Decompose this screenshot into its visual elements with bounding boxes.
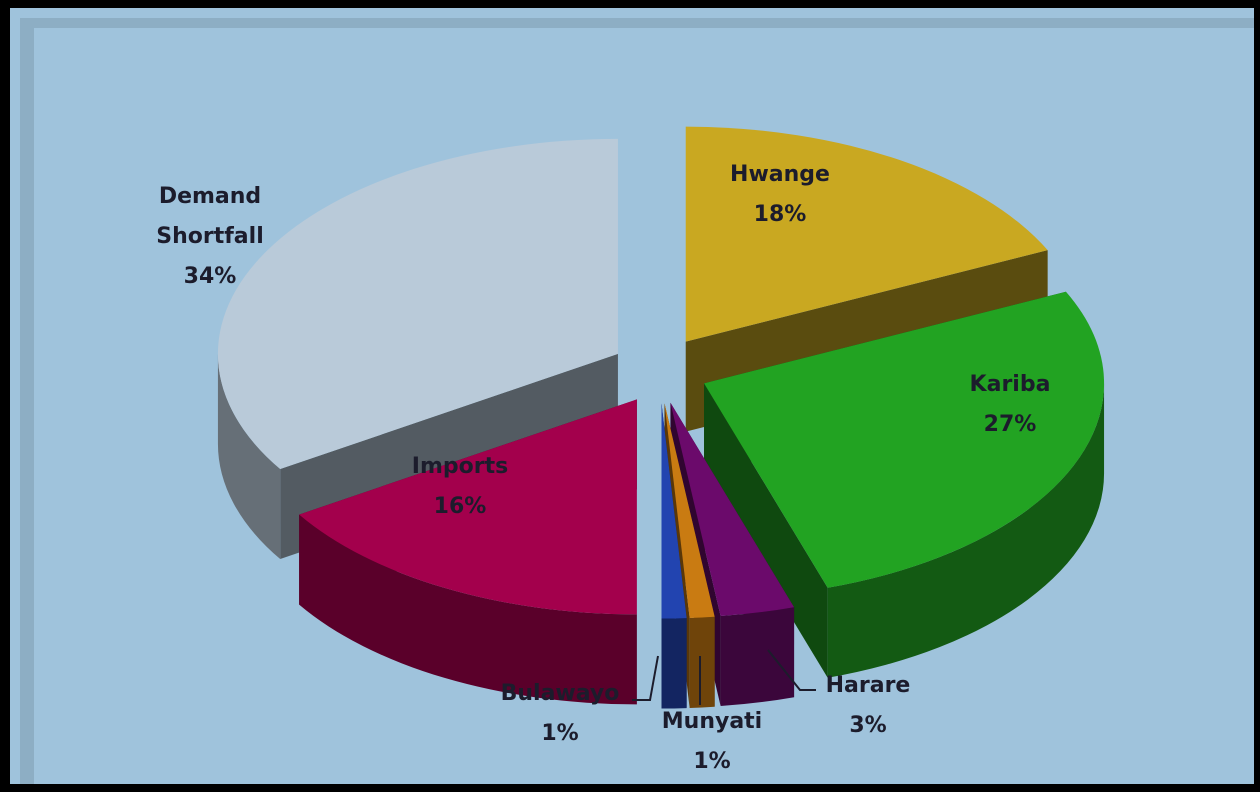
data-label: Hwange 18% xyxy=(700,155,860,235)
data-label: Harare 3% xyxy=(808,666,928,746)
data-label: Imports 16% xyxy=(380,447,540,527)
slice-top xyxy=(670,402,795,617)
category-label: Demand Shortfall xyxy=(156,184,264,249)
slice-outer-wall xyxy=(299,514,637,705)
category-label: Kariba xyxy=(969,372,1051,397)
slice-top xyxy=(661,403,687,619)
data-label: Kariba 27% xyxy=(930,365,1090,445)
category-label: Munyati xyxy=(661,709,763,734)
value-label: 27% xyxy=(983,412,1037,437)
leader-line xyxy=(767,649,816,691)
slice-top xyxy=(685,126,1048,342)
category-label: Hwange xyxy=(730,162,830,187)
category-label: Imports xyxy=(411,454,509,479)
leader-lines xyxy=(632,649,816,705)
leader-line xyxy=(632,655,659,701)
slice-top xyxy=(217,138,618,470)
slice-cut-wall xyxy=(704,383,828,678)
value-label: 16% xyxy=(433,494,487,519)
value-label: 34% xyxy=(183,264,237,289)
category-label: Bulawayo xyxy=(500,681,620,706)
data-label: Demand Shortfall 34% xyxy=(145,177,275,297)
slices xyxy=(217,126,1105,709)
data-label: Munyati 1% xyxy=(642,702,782,782)
data-label: Bulawayo 1% xyxy=(480,674,640,754)
slice-outer-wall xyxy=(689,616,715,708)
slice-outer-wall xyxy=(217,353,281,560)
value-label: 18% xyxy=(753,202,807,227)
slice-top xyxy=(299,399,637,615)
slice-outer-wall xyxy=(827,383,1105,678)
slice-top xyxy=(664,403,715,618)
value-label: 1% xyxy=(541,721,579,746)
category-label: Harare xyxy=(825,673,911,698)
slice-outer-wall xyxy=(661,618,687,709)
slice-outer-wall xyxy=(720,607,795,707)
value-label: 3% xyxy=(849,713,887,738)
value-label: 1% xyxy=(693,749,731,774)
slice-top xyxy=(704,291,1105,588)
